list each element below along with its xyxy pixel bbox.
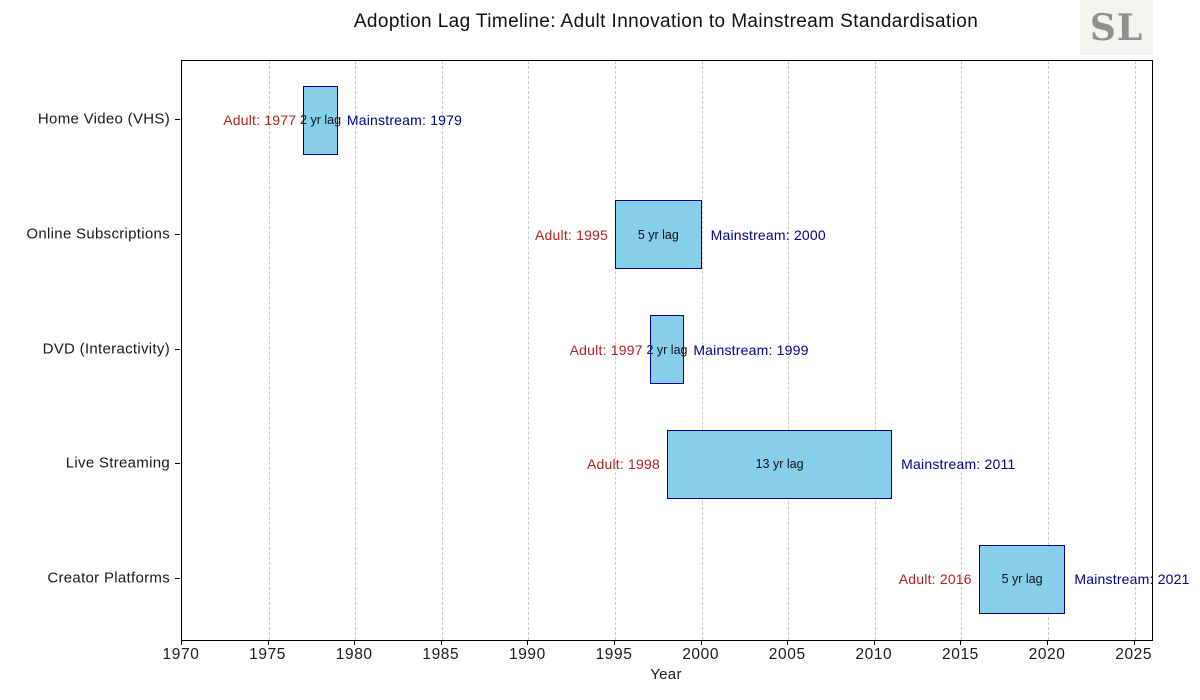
- x-tick-label: 2010: [855, 646, 893, 663]
- y-tick-label: Creator Platforms: [47, 569, 170, 587]
- adult-year-label: Adult: 2016: [898, 571, 972, 587]
- x-tick-label: 2025: [1115, 646, 1153, 663]
- gridline: [528, 61, 530, 640]
- x-tick-mark: [354, 640, 356, 645]
- x-tick-label: 1990: [508, 646, 546, 663]
- x-tick-mark: [1133, 640, 1135, 645]
- gridline: [788, 61, 790, 640]
- y-tick-label: Live Streaming: [65, 454, 170, 472]
- gridline: [701, 61, 703, 640]
- x-tick-label: 2000: [682, 646, 720, 663]
- adult-year-label: Adult: 1997: [569, 341, 643, 358]
- plot-area: 2 yr lag Adult: 1977 Mainstream: 1979 5 yr …: [181, 60, 1189, 641]
- y-tick-mark: [175, 463, 180, 465]
- y-tick-mark: [175, 348, 180, 350]
- x-tick-label: 1975: [249, 646, 287, 663]
- gridline: [1048, 61, 1050, 640]
- gantt-bar: [649, 315, 685, 384]
- x-tick-mark: [873, 640, 875, 645]
- x-tick-label: 1995: [595, 646, 633, 663]
- gantt-bar: [615, 200, 702, 270]
- logo-text: SL: [1089, 6, 1144, 49]
- y-tick-label: Online Subscriptions: [26, 225, 170, 243]
- gridline: [1134, 61, 1136, 640]
- x-tick-label: 2005: [768, 646, 806, 663]
- x-tick-label: 1985: [422, 646, 460, 663]
- adult-year-label: Adult: 1995: [535, 226, 609, 243]
- x-tick-label: 1970: [162, 646, 200, 663]
- gridline: [355, 61, 357, 640]
- logo-badge: SL: [1080, 0, 1153, 55]
- gantt-bar: [303, 85, 338, 155]
- x-tick-mark: [267, 640, 269, 645]
- gridline: [268, 61, 270, 640]
- x-tick-label: 2015: [942, 646, 979, 663]
- gridline: [961, 61, 963, 640]
- lag-label: 13 yr lag: [755, 457, 804, 472]
- adult-year-label: Adult: 1977: [223, 112, 297, 128]
- gridline: [615, 61, 617, 640]
- x-axis-title: Year: [650, 666, 682, 683]
- x-tick-mark: [440, 640, 442, 645]
- x-tick-mark: [960, 640, 962, 645]
- y-tick-mark: [175, 578, 180, 579]
- mainstream-year-label: Mainstream: 2021: [1074, 571, 1190, 587]
- gantt-bar: [667, 429, 893, 499]
- y-tick-mark: [175, 119, 180, 120]
- lag-label: 5 yr lag: [637, 227, 679, 242]
- mainstream-year-label: Mainstream: 1979: [346, 112, 463, 128]
- mainstream-year-label: Mainstream: 1999: [693, 341, 809, 358]
- gantt-bar: [978, 544, 1066, 614]
- x-tick-mark: [527, 640, 529, 645]
- mainstream-year-label: Mainstream: 2011: [901, 456, 1016, 473]
- mainstream-year-label: Mainstream: 2000: [710, 226, 826, 243]
- x-tick-mark: [181, 640, 182, 645]
- x-tick-label: 2020: [1028, 646, 1066, 663]
- y-tick-label: DVD (Interactivity): [42, 340, 170, 357]
- adult-year-label: Adult: 1998: [586, 456, 660, 473]
- lag-label: 2 yr lag: [646, 342, 688, 357]
- chart-title: Adoption Lag Timeline: Adult Innovation …: [353, 11, 979, 32]
- y-tick-label: Home Video (VHS): [37, 110, 170, 128]
- x-tick-mark: [1047, 640, 1049, 645]
- gridline: [441, 61, 443, 640]
- x-tick-label: 1980: [335, 646, 373, 663]
- gridline: [874, 61, 876, 640]
- lag-label: 2 yr lag: [300, 113, 342, 127]
- lag-label: 5 yr lag: [1001, 572, 1043, 586]
- y-tick-mark: [175, 233, 180, 235]
- x-tick-mark: [614, 640, 616, 645]
- x-tick-mark: [787, 640, 789, 645]
- x-tick-mark: [700, 640, 702, 645]
